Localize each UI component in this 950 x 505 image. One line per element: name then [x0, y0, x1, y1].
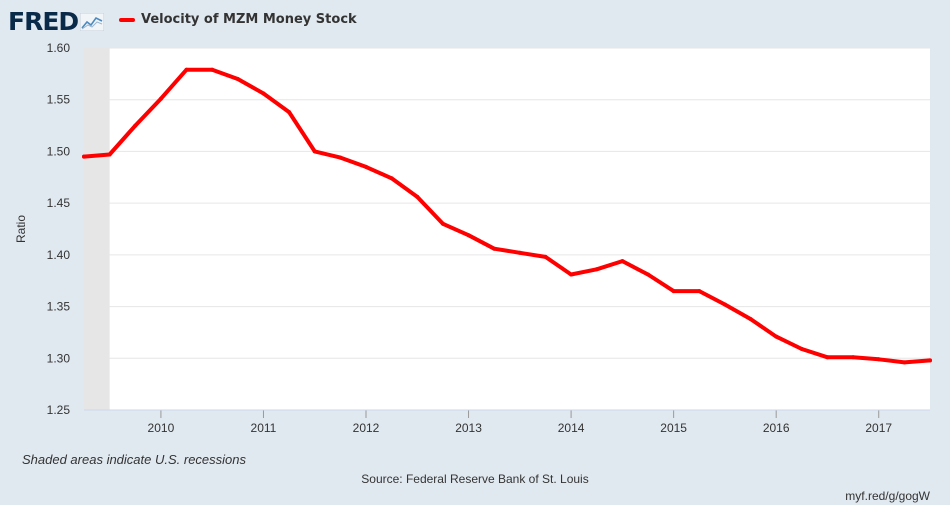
data-point — [82, 154, 86, 159]
data-point — [825, 355, 830, 360]
data-point — [543, 254, 548, 259]
x-tick-label: 2010 — [148, 421, 175, 435]
x-tick-label: 2016 — [763, 421, 790, 435]
short-url-link[interactable]: myf.red/g/gogW — [845, 489, 930, 503]
x-tick-label: 2015 — [660, 421, 687, 435]
y-tick-label: 1.35 — [47, 300, 71, 314]
y-tick-label: 1.50 — [47, 144, 71, 158]
source-text: Source: Federal Reserve Bank of St. Loui… — [361, 472, 589, 486]
data-point — [261, 91, 266, 96]
data-point — [415, 194, 420, 199]
x-tick-label: 2012 — [353, 421, 380, 435]
data-point — [133, 123, 138, 128]
data-point — [158, 96, 163, 101]
data-point — [389, 176, 394, 181]
data-point — [851, 355, 856, 360]
plot-area — [84, 48, 930, 410]
y-tick-label: 1.60 — [47, 41, 71, 55]
data-point — [312, 149, 317, 154]
y-tick-label: 1.40 — [47, 248, 71, 262]
data-point — [928, 358, 932, 363]
y-tick-label: 1.55 — [47, 93, 71, 107]
data-point — [364, 164, 368, 169]
data-point — [210, 67, 215, 72]
data-point — [774, 334, 779, 339]
recession-shade — [84, 48, 110, 410]
data-point — [646, 272, 650, 277]
data-point — [287, 110, 292, 115]
data-point — [722, 302, 727, 307]
y-tick-label: 1.30 — [47, 351, 71, 365]
y-axis-label: Ratio — [14, 215, 28, 243]
data-point — [748, 317, 753, 321]
data-point — [620, 259, 625, 264]
data-point — [107, 152, 112, 157]
x-tick-label: 2014 — [558, 421, 585, 435]
fred-logo: FRED — [8, 6, 79, 36]
data-point — [594, 267, 599, 272]
data-point — [184, 67, 189, 72]
chart-legend: Velocity of MZM Money Stock — [119, 12, 357, 27]
legend-label: Velocity of MZM Money Stock — [141, 12, 357, 27]
data-point — [671, 289, 676, 294]
y-tick-label: 1.45 — [47, 196, 71, 210]
data-point — [799, 347, 804, 351]
data-point — [466, 233, 471, 238]
data-point — [440, 221, 445, 226]
y-tick-label: 1.25 — [47, 403, 71, 417]
data-point — [235, 77, 240, 81]
fred-header: FRED — [8, 6, 105, 36]
x-tick-label: 2017 — [865, 421, 892, 435]
data-point — [492, 246, 497, 251]
data-point — [569, 272, 574, 277]
legend-swatch — [119, 17, 135, 22]
recession-note: Shaded areas indicate U.S. recessions — [22, 452, 247, 467]
x-tick-label: 2011 — [251, 421, 277, 435]
data-point — [902, 360, 907, 365]
data-point — [876, 357, 881, 362]
fred-logo-chart-icon — [80, 13, 105, 31]
data-point — [338, 155, 343, 160]
data-point — [517, 250, 522, 255]
data-point — [697, 289, 702, 294]
x-tick-label: 2013 — [455, 421, 482, 435]
series-line — [82, 67, 932, 365]
